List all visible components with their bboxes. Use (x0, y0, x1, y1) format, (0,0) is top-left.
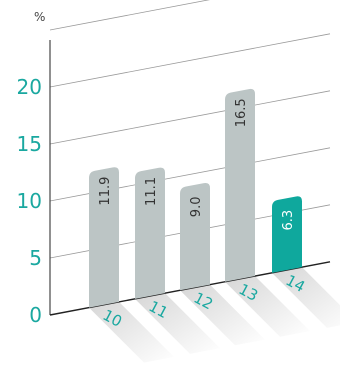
bar-shadow (135, 293, 220, 354)
bar-12 (180, 182, 210, 291)
bar-shadow (89, 301, 174, 363)
y-tick-label: 15 (17, 132, 42, 156)
bar-10 (89, 167, 119, 308)
bar-13 (225, 88, 255, 282)
y-unit-label: % (34, 10, 45, 24)
bar-shadow (272, 267, 340, 328)
bar-shadow (180, 284, 265, 346)
bar-14 (272, 196, 302, 273)
gridline (49, 90, 331, 145)
bar-11 (135, 167, 165, 299)
bar-value-label: 11.9 (98, 177, 113, 206)
y-tick-label: 5 (29, 246, 42, 270)
y-tick-label: 0 (29, 303, 42, 327)
bar-value-label: 11.1 (144, 177, 159, 206)
gridline (49, 33, 331, 88)
bar-shadow (225, 276, 310, 337)
bar-value-label: 9.0 (189, 197, 204, 218)
y-tick-label: 20 (17, 75, 42, 99)
bar-value-label: 16.5 (234, 98, 249, 127)
gridline (49, 0, 211, 31)
y-tick-label: 10 (17, 189, 42, 213)
bar-value-label: 6.3 (281, 210, 296, 231)
